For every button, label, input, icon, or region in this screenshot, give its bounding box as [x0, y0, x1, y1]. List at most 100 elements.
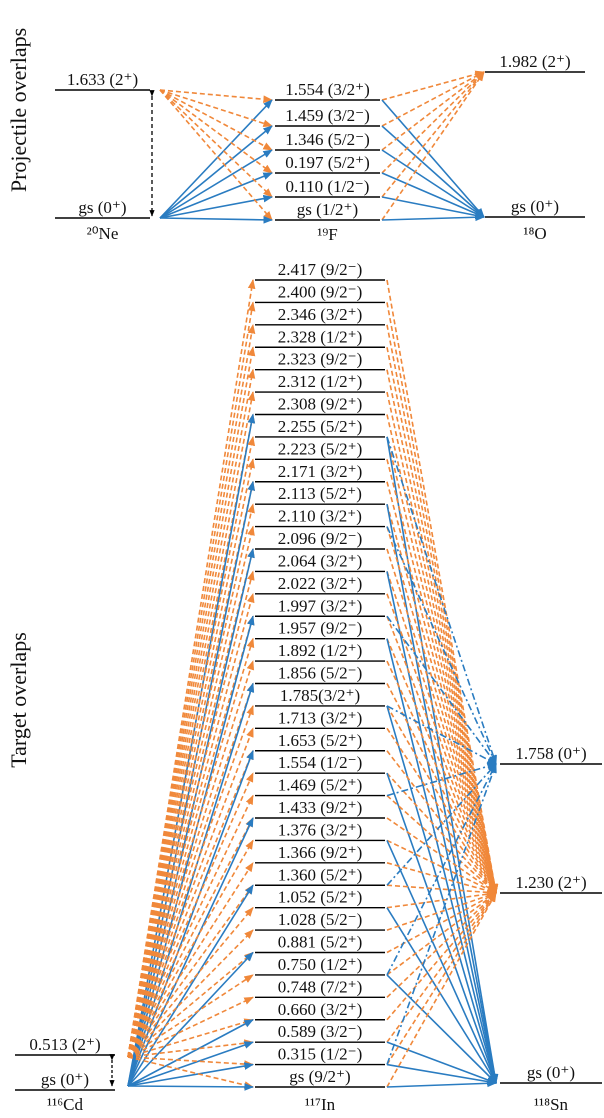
level-label: 0.748 (7/2⁺): [278, 977, 363, 996]
level-label: 1.554 (3/2⁺): [285, 80, 370, 99]
overlap-arrow: [127, 749, 254, 1058]
overlap-arrow: [381, 125, 485, 218]
overlap-arrow: [127, 1056, 254, 1089]
overlap-arrow: [381, 70, 485, 101]
overlap-arrow: [386, 571, 498, 1084]
overlap-arrow: [386, 750, 497, 894]
overlap-arrow: [127, 570, 255, 1058]
overlap-arrow: [386, 705, 497, 765]
overlap-arrow: [386, 436, 499, 1084]
overlap-arrow: [127, 817, 254, 1087]
overlap-arrow: [386, 436, 498, 894]
overlap-arrow: [127, 862, 254, 1058]
overlap-arrow: [386, 705, 498, 1084]
overlap-arrow: [386, 762, 497, 797]
level-label: 0.315 (1/2⁻): [278, 1045, 363, 1064]
level-label: 2.312 (1/2⁺): [278, 372, 363, 391]
level-label: 1.433 (9/2⁺): [278, 798, 363, 817]
overlap-arrow: [127, 772, 254, 1058]
level-label: 1.028 (5/2⁻): [278, 910, 363, 929]
overlap-arrow: [386, 772, 497, 1084]
overlap-arrow: [386, 727, 497, 894]
overlap-arrow: [127, 682, 254, 1058]
overlap-arrow: [127, 1083, 254, 1091]
level-label: gs (0⁺): [41, 1070, 89, 1089]
overlap-arrow: [159, 125, 273, 219]
overlap-arrow: [127, 391, 256, 1058]
overlap-arrow: [127, 1062, 254, 1087]
overlap-arrow: [127, 705, 254, 1058]
level-label: 2.064 (3/2⁺): [278, 551, 363, 570]
section-title: Target overlaps: [6, 632, 31, 768]
level-label: 0.197 (5/2⁺): [285, 153, 370, 172]
overlap-arrow: [127, 548, 255, 1087]
overlap-arrow: [386, 772, 497, 894]
overlap-arrow: [381, 71, 485, 151]
level-label: 2.323 (9/2⁻): [278, 350, 363, 369]
level-label: 1.633 (2⁺): [67, 70, 138, 89]
overlap-arrow: [386, 503, 498, 894]
level-label: 2.346 (3/2⁺): [278, 305, 363, 324]
level-label: 2.400 (9/2⁻): [278, 282, 363, 301]
level-label: gs (0⁺): [527, 1063, 575, 1082]
level-label: 0.513 (2⁺): [29, 1035, 100, 1054]
overlap-arrow: [386, 892, 497, 976]
level-label: 2.096 (9/2⁻): [278, 529, 363, 548]
level-label: 1.230 (2⁺): [515, 873, 586, 892]
overlap-arrow: [127, 548, 255, 1058]
overlap-arrow: [386, 890, 497, 909]
level-label: 1.469 (5/2⁺): [278, 776, 363, 795]
level-label: 2.417 (9/2⁻): [278, 260, 363, 279]
level-label: gs (1/2⁺): [297, 200, 358, 219]
overlap-arrow: [159, 89, 273, 104]
level-label: 1.982 (2⁺): [499, 52, 570, 71]
overlap-arrow: [386, 862, 497, 895]
overlap-arrow: [127, 727, 254, 1058]
overlap-arrow: [386, 1079, 497, 1088]
overlap-arrow: [127, 951, 254, 1058]
overlap-arrow: [386, 436, 497, 765]
section-title: Projectile overlaps: [6, 28, 31, 192]
level-label: 1.376 (3/2⁺): [278, 820, 363, 839]
overlap-arrow: [381, 71, 485, 198]
overlap-arrow: [127, 279, 256, 1058]
level-label: 1.957 (9/2⁻): [278, 619, 363, 638]
level-label: 1.892 (1/2⁺): [278, 641, 363, 660]
overlap-arrow: [381, 172, 485, 218]
overlap-arrow: [127, 974, 254, 1058]
overlap-arrow: [386, 504, 499, 1084]
overlap-arrow: [127, 1018, 254, 1058]
level-label: 2.308 (9/2⁺): [278, 395, 363, 414]
overlap-arrow: [386, 369, 498, 894]
overlap-arrow: [386, 683, 497, 894]
overlap-arrow: [386, 391, 498, 894]
level-label: 2.328 (1/2⁺): [278, 327, 363, 346]
level-label: 1.785(3/2⁺): [280, 686, 360, 705]
level-label: 0.110 (1/2⁻): [286, 177, 370, 196]
overlap-arrow: [386, 459, 498, 894]
overlap-arrow: [386, 638, 497, 894]
level-label: 0.660 (3/2⁺): [278, 1000, 363, 1019]
level-label: 1.459 (3/2⁻): [285, 106, 370, 125]
overlap-arrow: [127, 323, 256, 1058]
overlap-arrow: [381, 99, 485, 218]
overlap-arrow: [127, 839, 254, 1058]
overlap-arrow: [386, 302, 499, 894]
overlap-arrow: [159, 216, 273, 224]
overlap-arrow: [381, 71, 485, 127]
overlap-arrow: [127, 817, 254, 1058]
overlap-arrow: [127, 480, 255, 1058]
nucleus-label: ¹⁸O: [523, 224, 546, 243]
overlap-arrow: [386, 892, 497, 1066]
overlap-arrow: [127, 749, 254, 1087]
level-label: 1.360 (5/2⁺): [278, 865, 363, 884]
overlap-arrow: [381, 196, 485, 220]
level-label: 2.171 (3/2⁺): [278, 462, 363, 481]
overlap-arrow: [386, 660, 497, 894]
overlap-arrow: [159, 89, 273, 128]
level-label: 2.110 (3/2⁺): [278, 507, 362, 526]
overlap-arrow: [386, 892, 497, 931]
overlap-arrow: [386, 763, 497, 886]
overlap-arrow: [127, 660, 255, 1058]
level-label: 1.713 (3/2⁺): [278, 708, 363, 727]
